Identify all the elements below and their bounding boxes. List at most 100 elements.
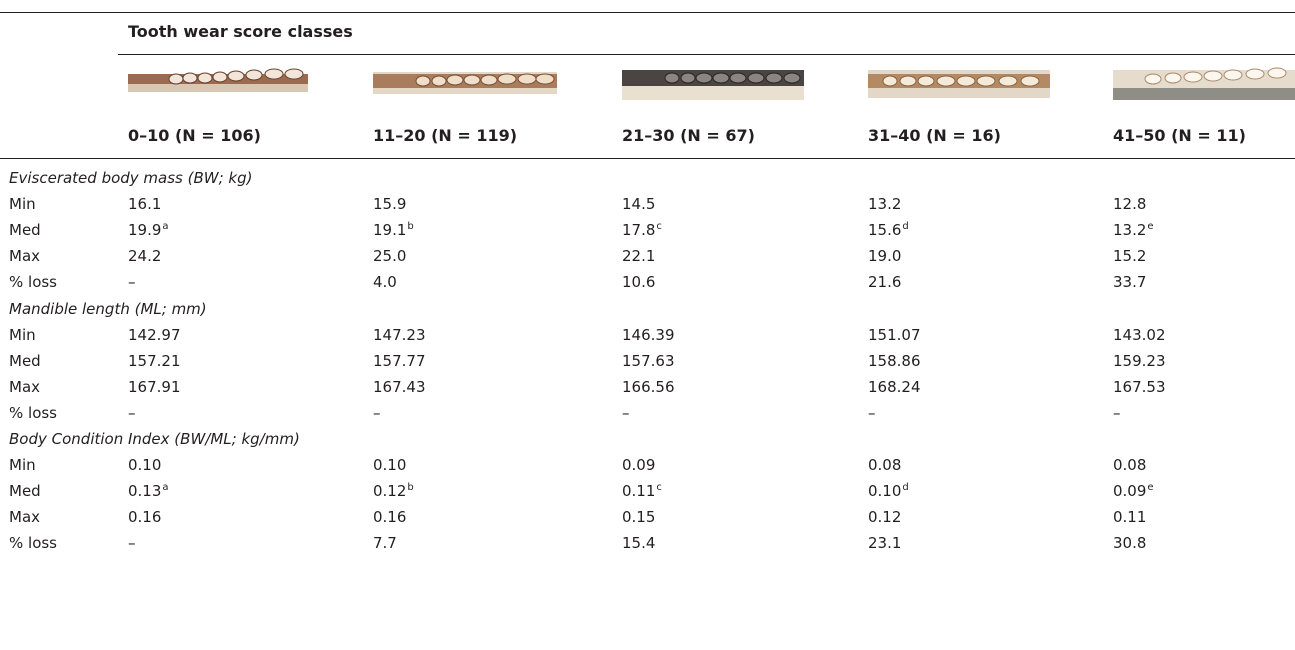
table-cell: 0.12b (373, 481, 414, 501)
table-cell: 0.10 (373, 455, 406, 475)
column-header: 11–20 (N = 119) (373, 126, 518, 145)
table-cell: 151.07 (868, 325, 921, 345)
table-cell: 0.11 (1113, 507, 1146, 527)
significance-superscript: e (1147, 221, 1154, 233)
section-title: Eviscerated body mass (BW; kg) (9, 169, 253, 187)
table-cell: 24.2 (128, 246, 161, 266)
row-label: Max (9, 377, 41, 396)
table-cell: 12.8 (1113, 194, 1146, 214)
table-cell: 21.6 (868, 272, 901, 292)
table-cell: 0.08 (1113, 455, 1146, 475)
cell-value: 166.56 (622, 377, 675, 396)
table-cell: 7.7 (373, 533, 397, 553)
table-cell: – (868, 403, 876, 423)
table-cell: 13.2e (1113, 220, 1154, 240)
table-cell: 33.7 (1113, 272, 1146, 292)
tooth-row-image-3 (622, 70, 804, 100)
cell-value: 0.12 (373, 482, 407, 501)
table-cell: 0.10 (128, 455, 161, 475)
cell-value: 0.11 (622, 482, 656, 501)
table-cell: 4.0 (373, 272, 397, 292)
table-cell: 167.91 (128, 377, 181, 397)
cell-value: – (868, 403, 876, 422)
column-header: 0–10 (N = 106) (128, 126, 261, 145)
table-cell: 30.8 (1113, 533, 1146, 553)
table-cell: 16.1 (128, 194, 161, 214)
cell-value: 167.43 (373, 377, 426, 396)
table-cell: 157.63 (622, 351, 675, 371)
cell-value: 4.0 (373, 273, 397, 292)
table-cell: 17.8c (622, 220, 662, 240)
table-cell: 19.1b (373, 220, 414, 240)
table-cell: 15.2 (1113, 246, 1146, 266)
cell-value: 142.97 (128, 325, 181, 344)
cell-value: 33.7 (1113, 273, 1147, 292)
cell-value: 19.1 (373, 221, 407, 240)
cell-value: – (128, 273, 136, 292)
cell-value: 0.10 (868, 482, 902, 501)
cell-value: 23.1 (868, 534, 902, 553)
cell-value: 0.11 (1113, 508, 1147, 527)
row-label: Min (9, 456, 36, 475)
table-cell: 0.13a (128, 481, 169, 501)
cell-value: – (1113, 403, 1121, 422)
row-label: Med (9, 351, 41, 370)
table-cell: 0.15 (622, 507, 655, 527)
row-label: Max (9, 247, 41, 266)
table-cell: – (622, 403, 630, 423)
table-cell: 0.16 (128, 507, 161, 527)
tooth-row-image-2 (373, 72, 557, 94)
cell-value: 15.4 (622, 534, 656, 553)
cell-value: 168.24 (868, 377, 921, 396)
table-cell: 159.23 (1113, 351, 1166, 371)
table-cell: 157.21 (128, 351, 181, 371)
cell-value: 0.08 (1113, 456, 1147, 475)
table-cell: 147.23 (373, 325, 426, 345)
cell-value: 25.0 (373, 247, 407, 266)
section-title: Body Condition Index (BW/ML; kg/mm) (9, 430, 300, 448)
table-cell: 158.86 (868, 351, 921, 371)
table-cell: – (128, 403, 136, 423)
table-cell: 157.77 (373, 351, 426, 371)
row-label: % loss (9, 534, 57, 553)
row-label: % loss (9, 273, 57, 292)
cell-value: 19.9 (128, 221, 162, 240)
cell-value: 16.1 (128, 195, 162, 214)
table-cell: 0.12 (868, 507, 901, 527)
table-cell: 166.56 (622, 377, 675, 397)
table-cell: 168.24 (868, 377, 921, 397)
cell-value: 157.21 (128, 351, 181, 370)
tooth-row-image-1 (128, 68, 308, 92)
table-cell: 0.08 (868, 455, 901, 475)
cell-value: 0.09 (622, 456, 656, 475)
cell-value: – (622, 403, 630, 422)
column-header: 21–30 (N = 67) (622, 126, 755, 145)
cell-value: 0.10 (373, 456, 407, 475)
table-cell: 167.43 (373, 377, 426, 397)
table-cell: 19.0 (868, 246, 901, 266)
significance-superscript: d (902, 482, 909, 494)
cell-value: 30.8 (1113, 534, 1147, 553)
cell-value: 143.02 (1113, 325, 1166, 344)
cell-value: 0.16 (373, 508, 407, 527)
cell-value: 159.23 (1113, 351, 1166, 370)
cell-value: 167.53 (1113, 377, 1166, 396)
table-cell: 143.02 (1113, 325, 1166, 345)
cell-value: 0.08 (868, 456, 902, 475)
table-cell: 13.2 (868, 194, 901, 214)
table-cell: 142.97 (128, 325, 181, 345)
section-title: Mandible length (ML; mm) (9, 299, 207, 318)
column-header: 31–40 (N = 16) (868, 126, 1001, 145)
significance-superscript: c (656, 482, 662, 494)
cell-value: 15.9 (373, 195, 407, 214)
significance-superscript: a (162, 482, 169, 494)
cell-value: 157.63 (622, 351, 675, 370)
table-cell: – (373, 403, 381, 423)
cell-value: 10.6 (622, 273, 656, 292)
table-cell: 15.4 (622, 533, 655, 553)
column-header: 41–50 (N = 11) (1113, 126, 1246, 145)
cell-value: 0.13 (128, 482, 162, 501)
cell-value: – (128, 534, 136, 553)
significance-superscript: c (656, 221, 662, 233)
table-cell: 23.1 (868, 533, 901, 553)
